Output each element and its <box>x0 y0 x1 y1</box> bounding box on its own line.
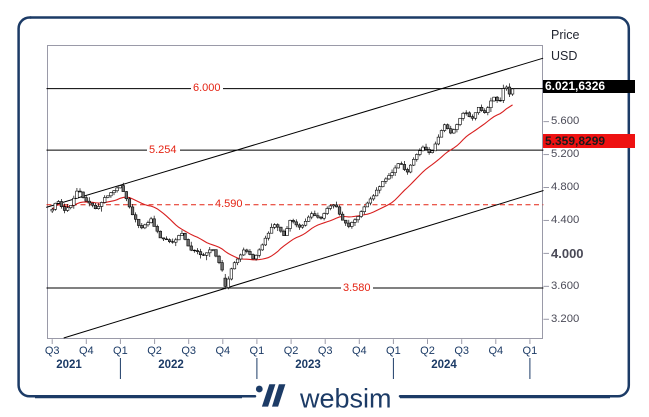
svg-text:websim: websim <box>299 384 392 414</box>
